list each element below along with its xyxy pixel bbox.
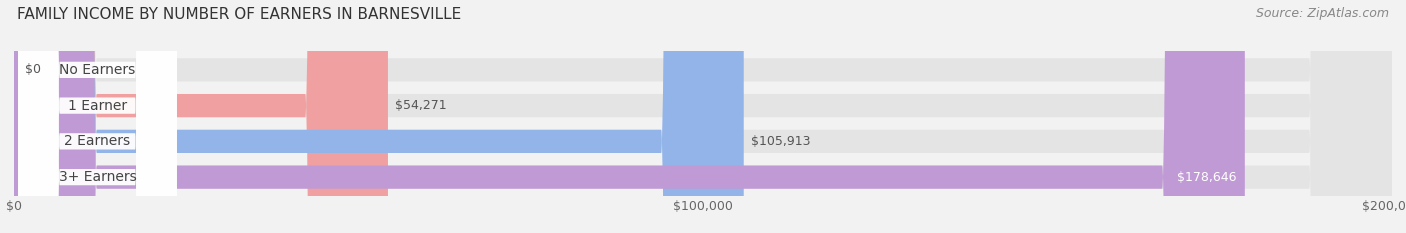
- FancyBboxPatch shape: [14, 0, 744, 233]
- Text: 3+ Earners: 3+ Earners: [59, 170, 136, 184]
- FancyBboxPatch shape: [14, 0, 388, 233]
- FancyBboxPatch shape: [18, 0, 177, 233]
- Text: FAMILY INCOME BY NUMBER OF EARNERS IN BARNESVILLE: FAMILY INCOME BY NUMBER OF EARNERS IN BA…: [17, 7, 461, 22]
- Text: $54,271: $54,271: [395, 99, 447, 112]
- Text: $178,646: $178,646: [1177, 171, 1236, 184]
- FancyBboxPatch shape: [18, 0, 177, 233]
- FancyBboxPatch shape: [14, 0, 1392, 233]
- Text: 1 Earner: 1 Earner: [67, 99, 127, 113]
- Text: $105,913: $105,913: [751, 135, 810, 148]
- Text: No Earners: No Earners: [59, 63, 135, 77]
- FancyBboxPatch shape: [18, 0, 177, 233]
- FancyBboxPatch shape: [14, 0, 1392, 233]
- FancyBboxPatch shape: [14, 0, 1392, 233]
- Text: Source: ZipAtlas.com: Source: ZipAtlas.com: [1256, 7, 1389, 20]
- FancyBboxPatch shape: [18, 0, 177, 233]
- Text: $0: $0: [25, 63, 41, 76]
- Text: 2 Earners: 2 Earners: [65, 134, 131, 148]
- FancyBboxPatch shape: [14, 0, 1244, 233]
- FancyBboxPatch shape: [14, 0, 1392, 233]
